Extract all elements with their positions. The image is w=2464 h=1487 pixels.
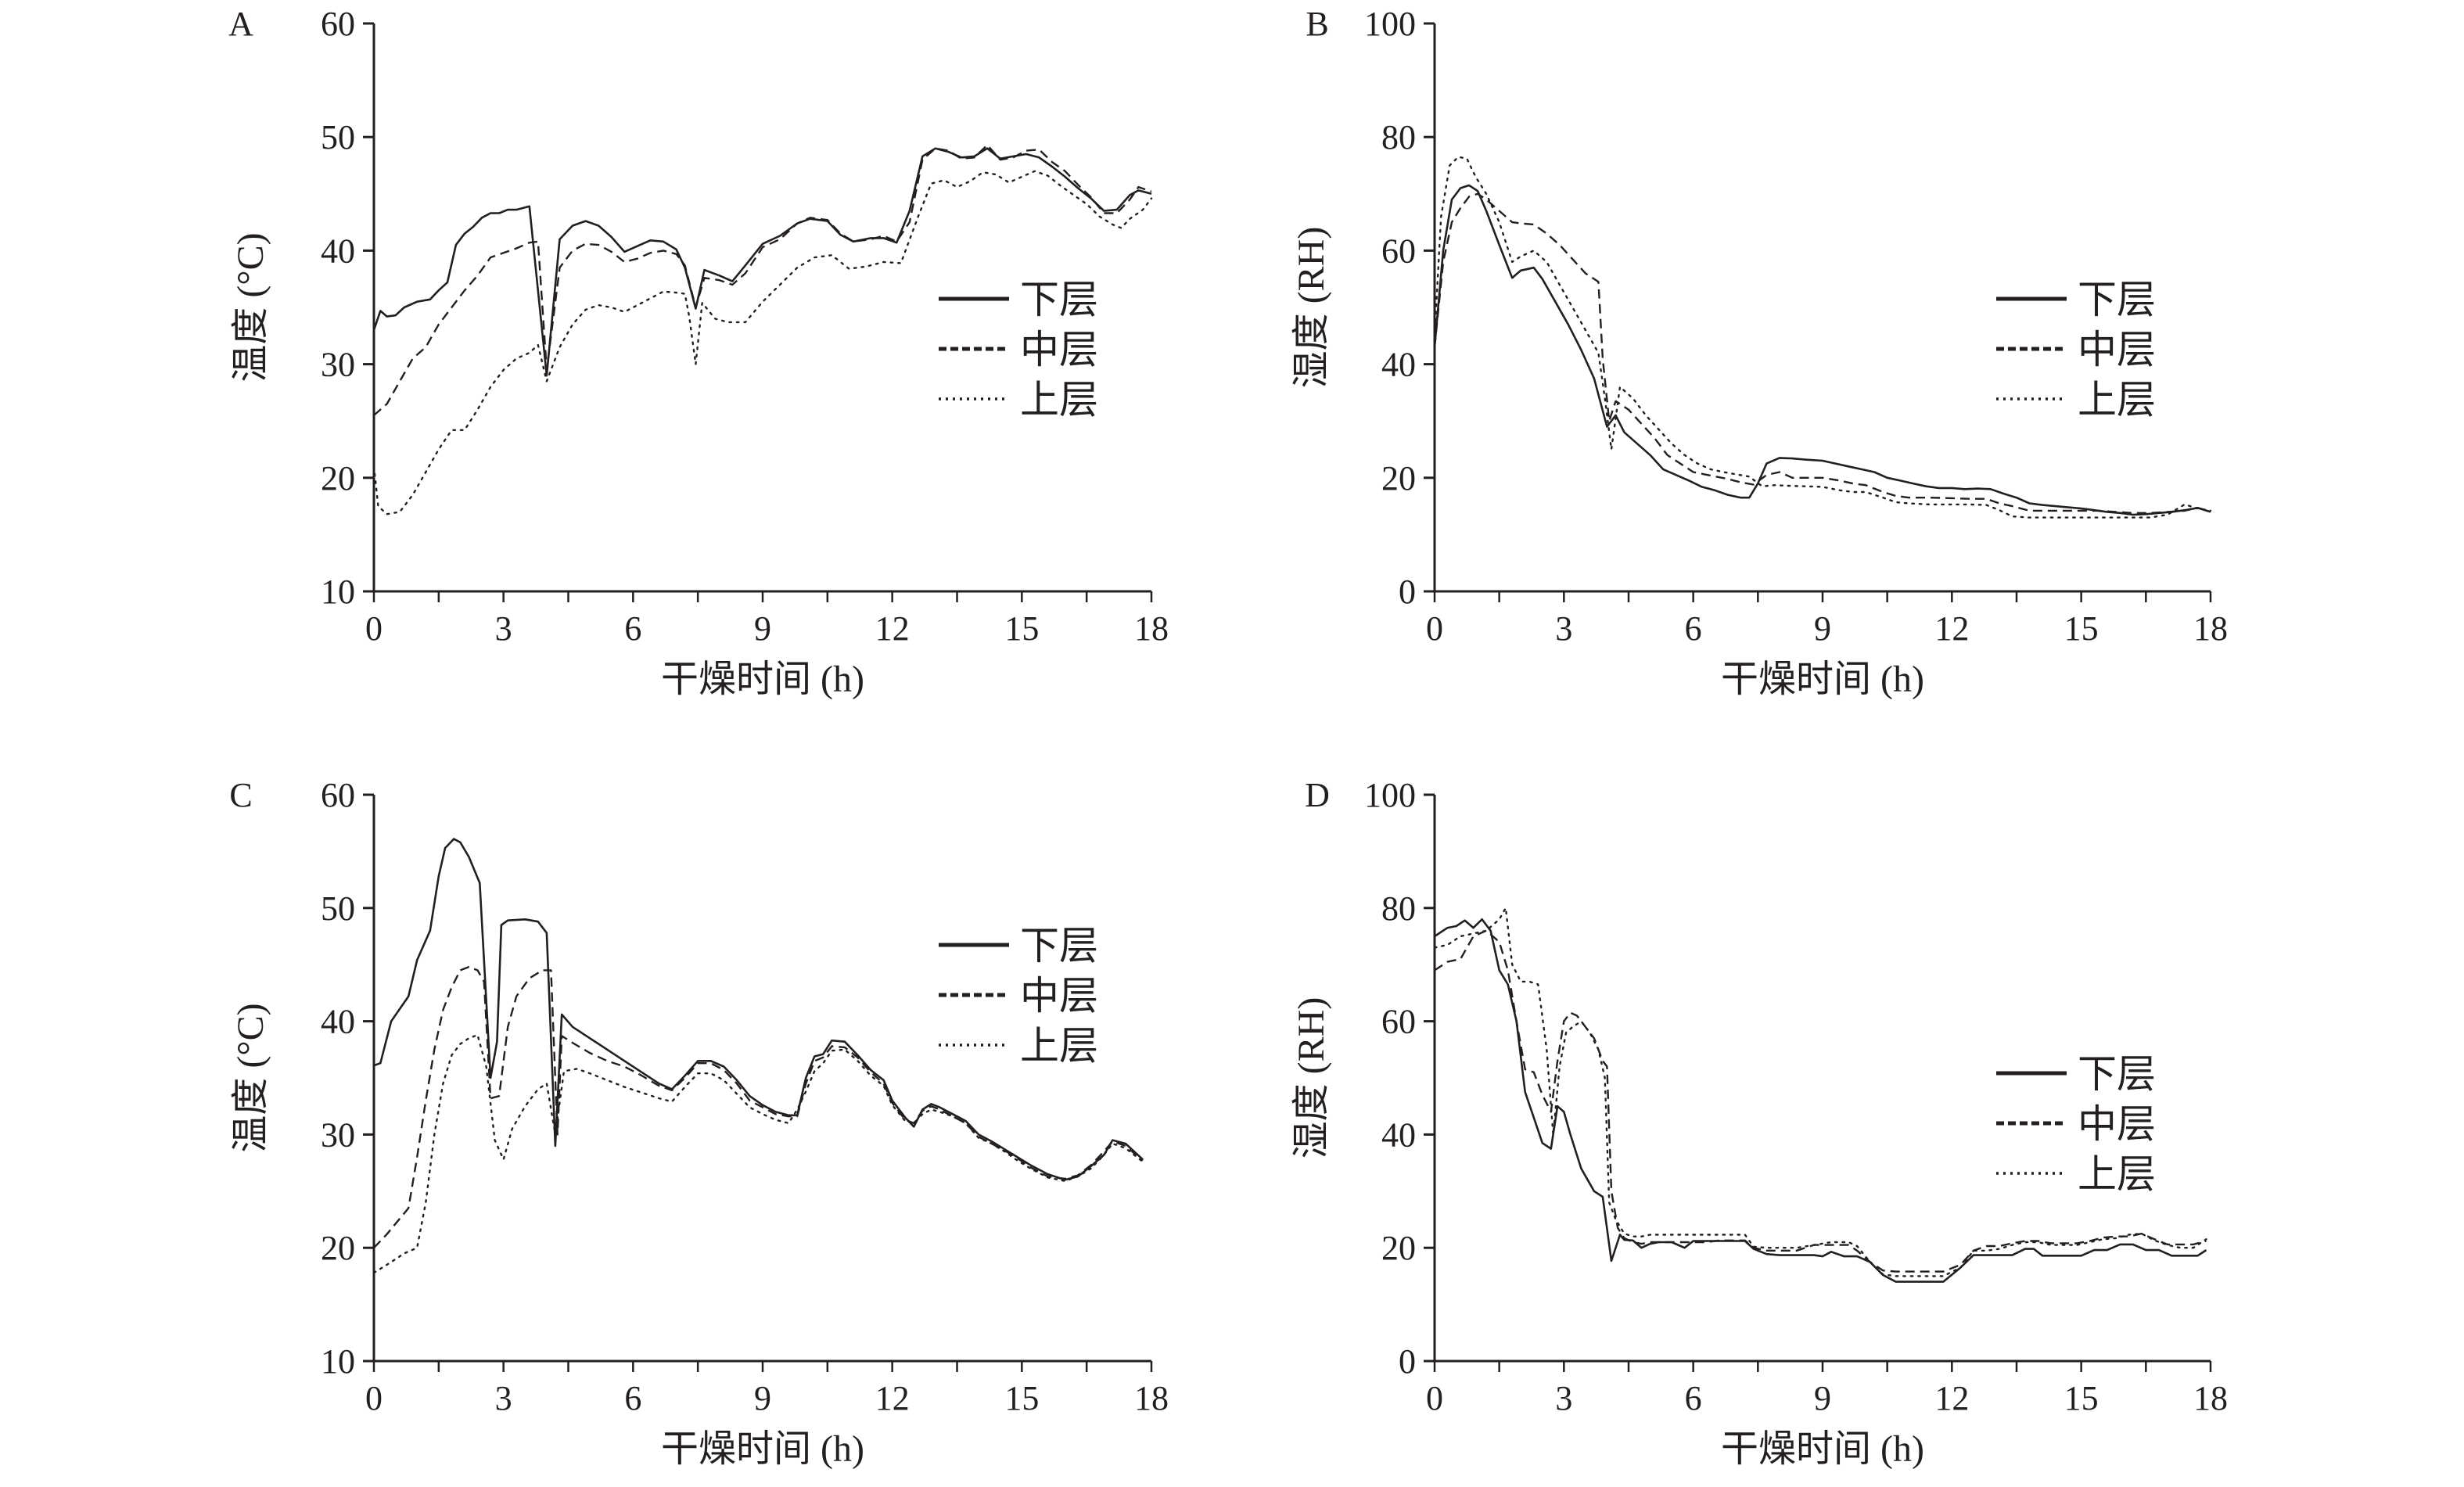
y-tick-label: 60 (1381, 1003, 1416, 1041)
y-tick-label: 20 (1381, 1229, 1416, 1267)
x-tick-label: 3 (1555, 1379, 1572, 1417)
y-tick-label: 20 (321, 459, 355, 497)
series-line-dotted (372, 170, 1153, 515)
x-tick-label: 3 (495, 609, 512, 648)
y-tick-label: 60 (321, 5, 355, 43)
x-tick-label: 9 (1814, 609, 1831, 648)
legend-label: 下层 (1020, 924, 1098, 968)
y-tick-label: 30 (321, 1115, 355, 1154)
x-tick-label: 9 (754, 609, 771, 648)
series-line-dotted (372, 1033, 1144, 1274)
x-tick-label: 18 (2193, 1379, 2228, 1417)
y-tick-label: 50 (321, 889, 355, 928)
x-tick-label: 15 (2064, 1379, 2099, 1417)
legend-label: 上层 (1020, 378, 1098, 422)
y-axis-label: 湿度 (RH) (1291, 227, 1332, 389)
x-axis-label: 干燥时间 (h) (661, 659, 864, 700)
x-tick-label: 6 (624, 1379, 641, 1417)
legend-label: 下层 (2078, 278, 2156, 321)
legend-label: 上层 (1020, 1024, 1098, 1068)
series-line-dotted (1433, 907, 2207, 1277)
x-tick-label: 15 (1004, 1379, 1039, 1417)
x-tick-label: 0 (365, 609, 383, 648)
x-axis-label: 干燥时间 (h) (1721, 659, 1924, 700)
series-line-solid (1433, 184, 2211, 516)
legend-label: 上层 (2078, 1152, 2156, 1196)
x-tick-label: 18 (2193, 609, 2228, 648)
x-tick-label: 18 (1134, 1379, 1169, 1417)
legend-label: 上层 (2078, 378, 2156, 422)
panel-letter: A (228, 5, 253, 43)
y-tick-label: 0 (1399, 573, 1416, 611)
panel-d: 0 20 40 60 80 100 0 3 6 9 12 15 18 干燥时间 (h) 湿度 (RH) D 下层… (1291, 776, 2228, 1470)
x-tick-label: 15 (1004, 609, 1039, 648)
legend-label: 下层 (2078, 1052, 2156, 1096)
y-tick-label: 80 (1381, 889, 1416, 928)
x-tick-label: 15 (2064, 609, 2099, 648)
panel-a: 10 20 30 40 50 60 0 3 6 9 12 15 18 干燥时间 (h) 温度 (°C) A 下层… (228, 5, 1169, 700)
x-tick-label: 0 (1426, 1379, 1443, 1417)
panel-b: 0 20 40 60 80 100 0 3 6 9 12 15 18 干燥时间 (h) 湿度 (RH) B 下层… (1291, 5, 2228, 700)
y-axis-label: 湿度 (RH) (1291, 997, 1332, 1159)
y-tick-label: 40 (321, 232, 355, 270)
y-axis-label: 温度 (°C) (230, 232, 271, 382)
series-line-dashed (373, 965, 1144, 1249)
x-tick-label: 12 (1934, 609, 1969, 648)
y-tick-label: 40 (321, 1003, 355, 1041)
legend-label: 中层 (1020, 974, 1098, 1018)
y-tick-label: 60 (1381, 232, 1416, 270)
x-tick-label: 0 (1426, 609, 1443, 648)
x-tick-label: 6 (1685, 609, 1702, 648)
y-tick-label: 80 (1381, 118, 1416, 156)
panel-letter: C (229, 776, 252, 814)
y-tick-label: 40 (1381, 1115, 1416, 1154)
x-tick-label: 18 (1134, 609, 1169, 648)
y-tick-label: 50 (321, 118, 355, 156)
x-tick-label: 0 (365, 1379, 383, 1417)
x-tick-label: 12 (1934, 1379, 1969, 1417)
x-tick-label: 3 (1555, 609, 1572, 648)
x-tick-label: 12 (875, 1379, 910, 1417)
x-tick-label: 12 (875, 609, 910, 648)
x-axis-label: 干燥时间 (h) (1721, 1428, 1924, 1470)
series-line-solid (373, 838, 1144, 1181)
y-tick-label: 60 (321, 776, 355, 814)
panel-letter: D (1305, 776, 1330, 814)
y-tick-label: 40 (1381, 346, 1416, 384)
legend-label: 下层 (1020, 278, 1098, 321)
panel-c: 10 20 30 40 50 60 0 3 6 9 12 15 18 干燥时间 (h) 温度 (°C) C 下层… (229, 776, 1169, 1470)
x-tick-label: 9 (754, 1379, 771, 1417)
y-axis-label: 温度 (°C) (230, 1003, 271, 1152)
legend-label: 中层 (2078, 1102, 2156, 1146)
legend-label: 中层 (1020, 328, 1098, 372)
x-tick-label: 6 (1685, 1379, 1702, 1417)
series-line-dashed (1433, 192, 2211, 514)
x-tick-label: 6 (624, 609, 641, 648)
y-tick-label: 100 (1364, 776, 1416, 814)
panel-letter: B (1306, 5, 1328, 43)
legend-label: 中层 (2078, 328, 2156, 372)
x-tick-label: 3 (495, 1379, 512, 1417)
y-tick-label: 10 (321, 1342, 355, 1381)
y-tick-label: 10 (321, 573, 355, 611)
series-line-solid (1434, 918, 2207, 1283)
y-tick-label: 30 (321, 346, 355, 384)
y-tick-label: 20 (321, 1229, 355, 1267)
x-axis-label: 干燥时间 (h) (661, 1428, 864, 1470)
y-tick-label: 20 (1381, 459, 1416, 497)
y-tick-label: 0 (1399, 1342, 1416, 1381)
series-line-dashed (373, 144, 1152, 416)
x-tick-label: 9 (1814, 1379, 1831, 1417)
y-tick-label: 100 (1364, 5, 1416, 43)
